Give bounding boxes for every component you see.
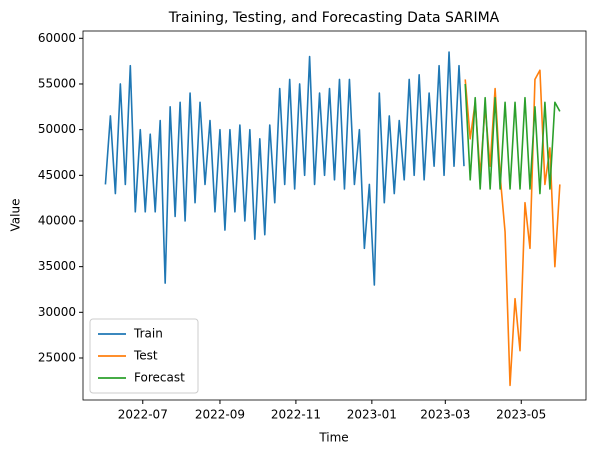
legend-label: Forecast (134, 371, 185, 385)
legend-label: Train (133, 327, 163, 341)
x-tick-label: 2023-03 (420, 408, 470, 422)
x-tick-label: 2023-05 (496, 408, 546, 422)
y-tick-label: 60000 (38, 31, 76, 45)
legend-box (89, 318, 199, 394)
y-tick-label: 35000 (38, 259, 76, 273)
x-tick-label: 2023-01 (347, 408, 397, 422)
chart-title: Training, Testing, and Forecasting Data … (168, 10, 500, 26)
y-tick-label: 40000 (38, 213, 76, 227)
y-axis-label: Value (9, 199, 23, 232)
legend: Train Test Forecast (89, 318, 199, 394)
y-tick-label: 30000 (38, 305, 76, 319)
x-tick-label: 2022-11 (271, 408, 321, 422)
y-tick-label: 55000 (38, 76, 76, 90)
x-axis-label: Time (318, 431, 348, 445)
x-tick-label: 2022-09 (195, 408, 245, 422)
y-tick-label: 50000 (38, 122, 76, 136)
y-tick-label: 45000 (38, 168, 76, 182)
plot-frame (82, 30, 587, 401)
series-line (464, 83, 561, 195)
x-tick-label: 2022-07 (118, 408, 168, 422)
series-line (104, 51, 465, 286)
legend-label: Test (133, 349, 158, 363)
y-tick-label: 25000 (38, 350, 76, 364)
